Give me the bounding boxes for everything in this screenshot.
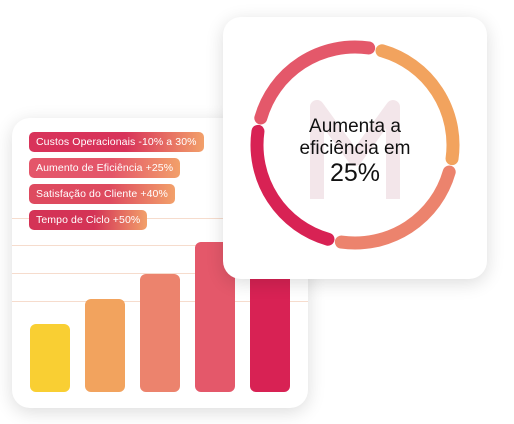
donut-segment-3	[250, 124, 335, 246]
bar-1	[30, 323, 70, 392]
gridline	[12, 218, 308, 219]
donut-label-line2: eficiência em	[299, 138, 411, 159]
donut-chart	[250, 40, 460, 250]
legend-item: Tempo de Ciclo +50%	[29, 210, 148, 230]
donut-label-line1: Aumenta a	[309, 116, 401, 137]
legend-row: Aumento de Eficiência +25%	[29, 158, 204, 184]
legend-item: Aumento de Eficiência +25%	[29, 158, 181, 178]
legend-row: Satisfação do Cliente +40%	[29, 184, 204, 210]
legend-item: Custos Operacionais -10% a 30%	[29, 132, 204, 152]
legend-item: Satisfação do Cliente +40%	[29, 184, 175, 204]
donut-segment-4	[254, 40, 376, 125]
bar-2	[85, 299, 125, 392]
donut-value: 25%	[329, 159, 381, 187]
watermark-logo-icon	[310, 100, 400, 199]
donut-segment-1	[375, 44, 460, 166]
chart-legend: Custos Operacionais -10% a 30% Aumento de…	[29, 132, 204, 236]
legend-row: Custos Operacionais -10% a 30%	[29, 132, 204, 158]
gridline	[12, 273, 308, 274]
legend-row: Tempo de Ciclo +50%	[29, 210, 204, 236]
donut-chart-card: Aumenta a eficiência em 25%	[223, 17, 487, 279]
gridline	[12, 245, 308, 246]
donut-segment-2	[334, 165, 456, 250]
bar-3	[140, 274, 180, 392]
